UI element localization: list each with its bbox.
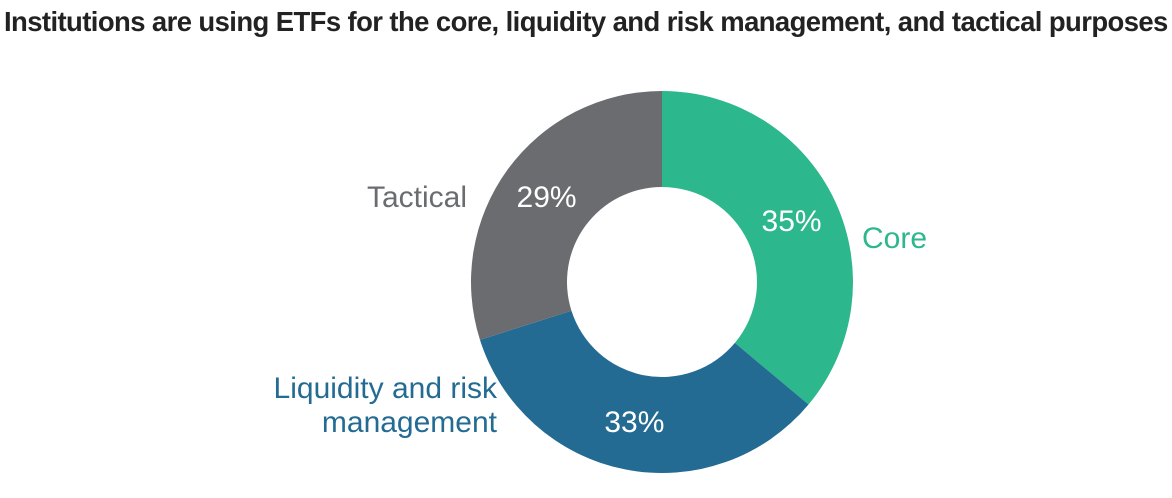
chart-title: Institutions are using ETFs for the core…	[4, 6, 1168, 37]
slice-liquidity-and-risk-management	[479, 310, 809, 474]
category-label-tactical: Tactical	[367, 181, 467, 214]
category-label-liquidity-and-risk-management: Liquidity and risk management	[274, 372, 498, 439]
category-label-line: Tactical	[367, 181, 467, 214]
category-label-line: Core	[862, 222, 927, 255]
slice-core	[662, 91, 854, 405]
slice-tactical	[471, 91, 662, 340]
value-label-liquidity-and-risk-management: 33%	[604, 406, 664, 439]
category-label-line: Liquidity and risk	[274, 372, 498, 405]
category-label-line: management	[322, 406, 498, 439]
value-label-tactical: 29%	[517, 181, 577, 214]
value-label-core: 35%	[762, 205, 822, 238]
category-label-core: Core	[862, 222, 927, 255]
